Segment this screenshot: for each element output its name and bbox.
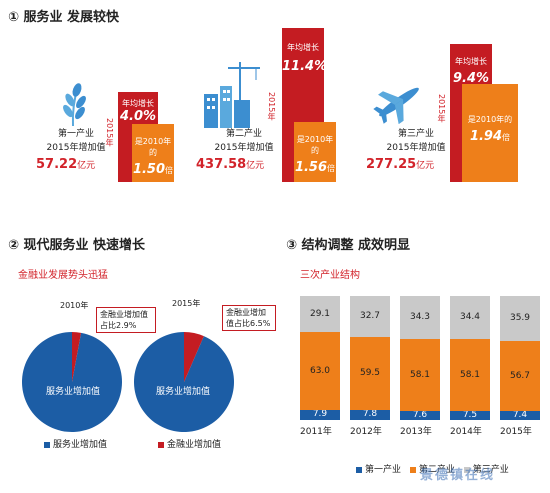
ratio-label: 是2010年的: [467, 115, 513, 124]
industry-name: 第一产业: [57, 129, 94, 139]
bar-segment-secondary: 58.1: [400, 338, 440, 411]
legend-primary: 第一产业: [356, 465, 401, 475]
bar-segment-secondary: 56.7: [500, 340, 540, 411]
growth-value: 9.4%: [452, 71, 490, 86]
section3-subtitle: 三次产业结构: [300, 270, 360, 281]
ratio-value: 1.50倍: [132, 162, 174, 177]
pie-slice-finance: [72, 332, 82, 382]
x-tick-label: 2013年: [400, 427, 432, 437]
ratio-label: 是2010年的: [296, 135, 334, 155]
bar-segment-primary: 7.4: [500, 410, 540, 420]
pie-charts: [22, 332, 234, 432]
bar-segment-primary: 7.8: [350, 410, 390, 420]
industry-name: 第三产业: [397, 129, 434, 139]
ratio-label: 是2010年的: [134, 137, 172, 157]
bar-segment-secondary: 63.0: [300, 332, 340, 411]
section2-subtitle: 金融业发展势头迅猛: [18, 270, 108, 281]
industry-subtitle: 2015年增加值: [386, 143, 446, 153]
growth-value: 4.0%: [119, 109, 157, 124]
x-tick-label: 2014年: [450, 427, 482, 437]
pie-2015: [134, 332, 234, 432]
bar-segment-tertiary: 35.9: [500, 296, 540, 341]
section1-title: ① 服务业 发展较快: [8, 10, 120, 25]
ratio-bar: 是2010年的 1.94倍: [462, 84, 518, 182]
industry-subtitle: 2015年增加值: [214, 143, 274, 153]
legend-swatch: [158, 441, 164, 448]
x-tick-label: 2015年: [500, 427, 532, 437]
pie-center-label-2015: 服务业增加值: [156, 387, 211, 397]
pie-legend-finance: 金融业增加值: [158, 437, 221, 450]
ratio-bar: 是2010年的 1.50倍: [132, 124, 174, 182]
bar-segment-primary: 7.6: [400, 410, 440, 420]
industry-subtitle: 2015年增加值: [46, 143, 106, 153]
legend-tertiary: 第三产业: [463, 465, 509, 475]
stack-column: 7.9 63.0 29.1 2011年: [300, 288, 340, 438]
bar-segment-primary: 7.5: [450, 410, 490, 420]
wheat-icon: [63, 83, 86, 127]
bar-segment-secondary: 58.1: [450, 338, 490, 411]
stack-column: 7.8 59.5 32.7 2012年: [350, 288, 390, 438]
ratio-value: 1.94倍: [469, 129, 511, 144]
pie-callout-2010: 金融业增加值占比2.9%: [96, 307, 156, 333]
legend-swatch: [44, 441, 50, 448]
pie-slice-finance: [184, 332, 204, 382]
legend-secondary: 第二产业: [409, 465, 455, 475]
industry-value: 57.22亿元: [36, 157, 96, 172]
bar-segment-tertiary: 29.1: [300, 296, 340, 333]
pie-legend-services: 服务业增加值: [44, 437, 107, 450]
bar-segment-primary: 7.9: [300, 409, 340, 420]
pie-title-2015: 2015年: [172, 299, 201, 308]
industry-value: 277.25亿元: [366, 157, 435, 172]
pie-center-label-2010: 服务业增加值: [46, 387, 101, 397]
bar-segment-secondary: 59.5: [350, 336, 390, 411]
year-label: 2015年: [437, 94, 446, 123]
section2-title: ② 现代服务业 快速增长: [8, 238, 146, 253]
factory-icon: [204, 62, 260, 128]
growth-label: 年均增长: [287, 43, 319, 52]
x-tick-label: 2011年: [300, 427, 332, 437]
growth-label: 年均增长: [455, 57, 487, 66]
bar-segment-tertiary: 32.7: [350, 296, 390, 337]
x-tick-label: 2012年: [350, 427, 382, 437]
pie-title-2010: 2010年: [60, 301, 89, 310]
airplane-icon: [373, 87, 419, 124]
pie-callout-2015: 金融业增加值占比6.5%: [222, 305, 276, 331]
ratio-bar: 是2010年的 1.56倍: [294, 122, 336, 182]
stack-legend: 第一产业 第二产业 第三产业: [356, 462, 509, 475]
bar-segment-tertiary: 34.4: [450, 296, 490, 339]
growth-label: 年均增长: [122, 99, 154, 108]
year-label: 2015年: [267, 92, 276, 121]
ratio-value: 1.56倍: [294, 160, 336, 175]
stacked-bar-chart: 7.9 63.0 29.1 2011年 7.8 59.5 32.7 2012年 7.6 58.1 3…: [290, 288, 546, 438]
industry-value: 437.58亿元: [196, 157, 265, 172]
stack-column: 7.4 56.7 35.9 2015年: [500, 288, 540, 438]
growth-value: 11.4%: [282, 59, 328, 74]
industry-name: 第二产业: [225, 129, 262, 139]
stack-column: 7.6 58.1 34.3 2013年: [400, 288, 440, 438]
section3-title: ③ 结构调整 成效明显: [286, 238, 411, 253]
year-label: 2015年: [105, 118, 114, 147]
bar-segment-tertiary: 34.3: [400, 296, 440, 339]
pie-2010: [22, 332, 122, 432]
stack-column: 7.5 58.1 34.4 2014年: [450, 288, 490, 438]
watermark: 景德镇在线: [420, 468, 496, 483]
